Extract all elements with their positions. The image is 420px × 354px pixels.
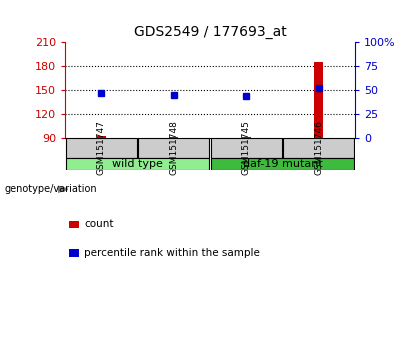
- Bar: [138, 138, 209, 158]
- Text: GSM151747: GSM151747: [97, 120, 106, 175]
- Bar: [211, 138, 282, 158]
- Text: GSM151748: GSM151748: [169, 120, 178, 175]
- Bar: [66, 138, 137, 158]
- Text: genotype/variation: genotype/variation: [4, 184, 97, 194]
- Bar: [97, 137, 106, 138]
- Bar: [169, 137, 178, 138]
- Text: percentile rank within the sample: percentile rank within the sample: [84, 248, 260, 258]
- Text: GSM151746: GSM151746: [314, 120, 323, 175]
- Bar: [66, 158, 209, 170]
- Text: GDS2549 / 177693_at: GDS2549 / 177693_at: [134, 25, 286, 39]
- Bar: [211, 158, 354, 170]
- Text: wild type: wild type: [112, 159, 163, 169]
- Bar: [314, 62, 323, 138]
- Bar: [242, 137, 251, 138]
- Text: daf-19 mutant: daf-19 mutant: [243, 159, 322, 169]
- Text: GSM151745: GSM151745: [242, 120, 251, 175]
- Polygon shape: [58, 186, 68, 192]
- Text: count: count: [84, 219, 113, 229]
- Bar: [283, 138, 354, 158]
